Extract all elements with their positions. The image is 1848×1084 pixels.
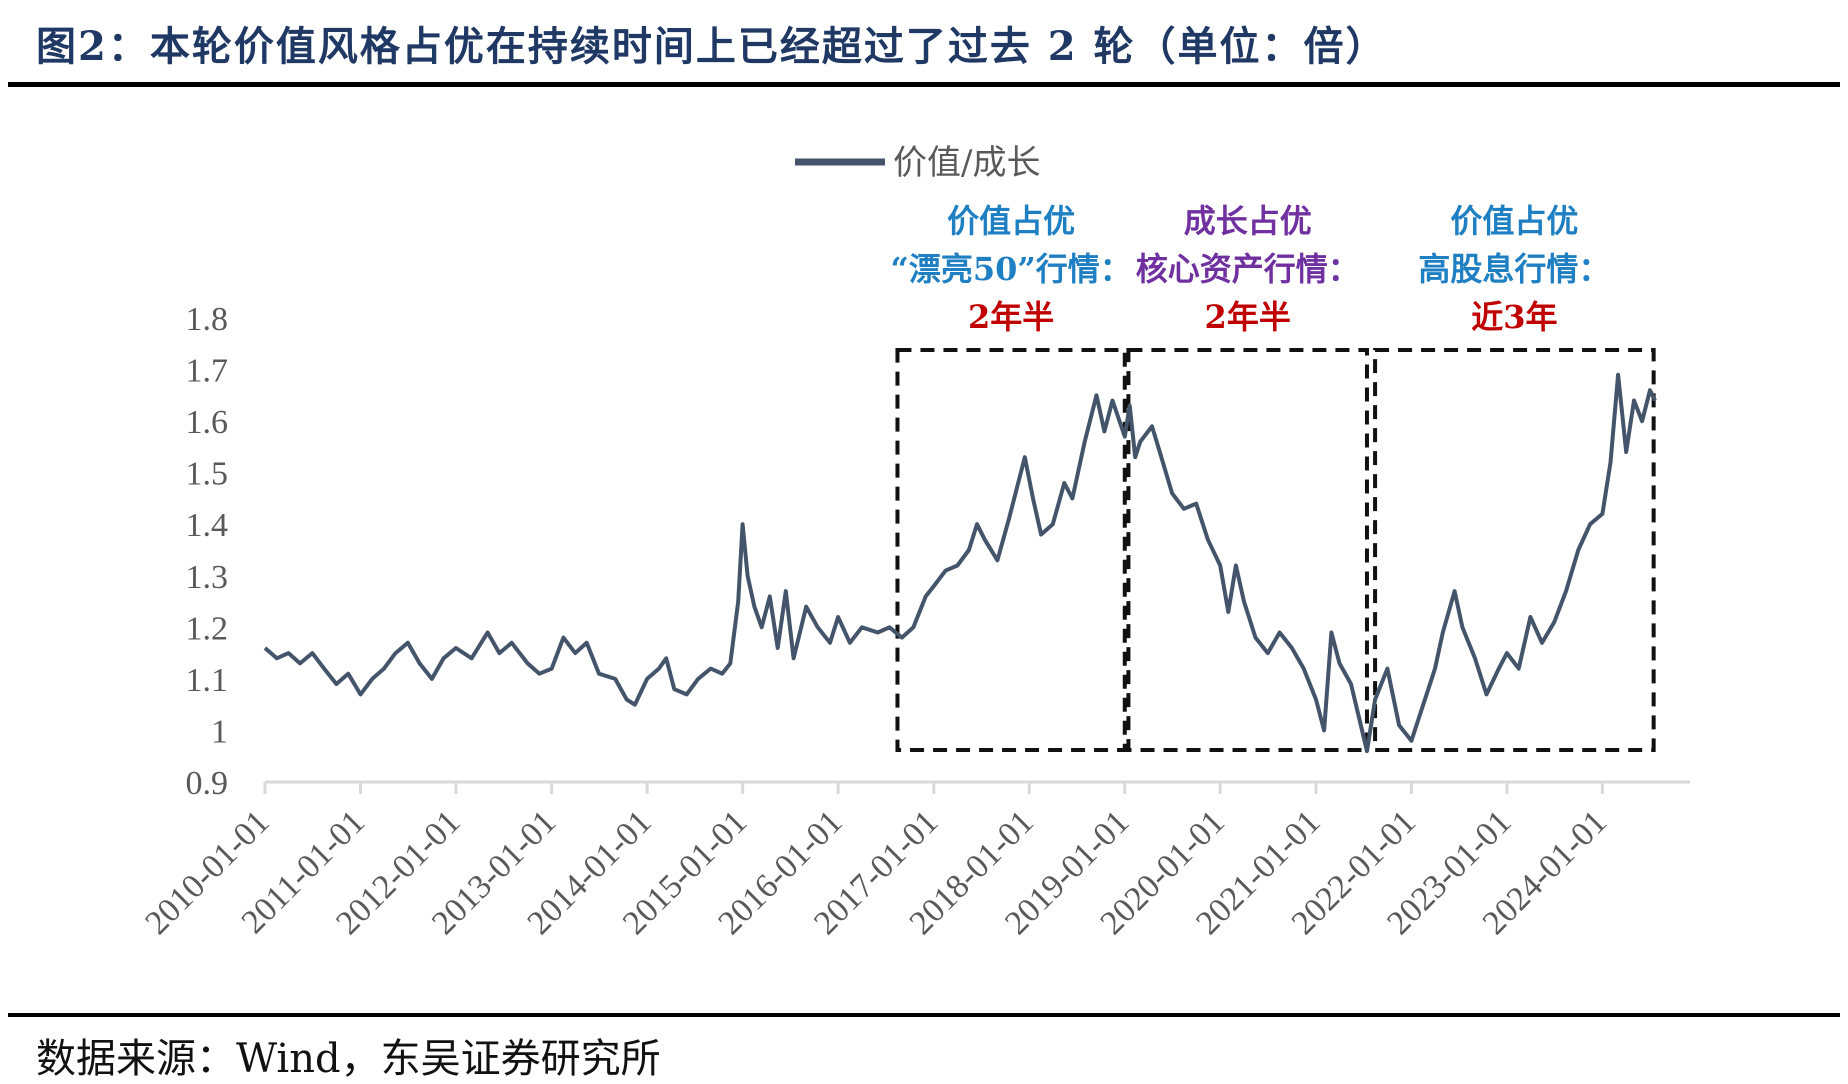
legend-label: 价值/成长 xyxy=(893,143,1040,183)
annotation-subtitle: “漂亮50”行情： xyxy=(890,250,1131,288)
y-tick-label: 1.7 xyxy=(186,353,229,390)
annotation-subtitle: 核心资产行情： xyxy=(1136,250,1360,288)
annotation-title: 价值占优 xyxy=(947,202,1075,240)
figure-title: 图2：本轮价值风格占优在持续时间上已经超过了过去 2 轮（单位：倍） xyxy=(36,23,1388,70)
line-chart: 价值/成长 1.8 1.7 1.6 1.5 1.4 1.3 1.2 1.1 1 0.9 2010-… xyxy=(138,143,1690,942)
annotation-duration: 2年半 xyxy=(1205,298,1291,336)
y-tick-label: 1.4 xyxy=(186,507,229,544)
annotation-box xyxy=(1126,348,1369,752)
annotation-box xyxy=(895,348,1127,752)
annotation-duration: 2年半 xyxy=(968,298,1054,336)
annotation-boxes xyxy=(895,348,1656,752)
y-tick-label: 1.5 xyxy=(186,456,229,493)
annotation-box xyxy=(1373,348,1656,752)
x-axis: 2010-01-012011-01-012012-01-012013-01-01… xyxy=(138,780,1690,942)
y-tick-label: 1 xyxy=(211,713,228,750)
data-source: 数据来源：Wind，东吴证券研究所 xyxy=(36,1036,661,1082)
annotation-title: 价值占优 xyxy=(1450,202,1578,240)
y-tick-label: 1.6 xyxy=(186,404,229,441)
annotation-title: 成长占优 xyxy=(1184,202,1312,240)
bottom-rule xyxy=(8,1013,1840,1017)
legend: 价值/成长 xyxy=(795,143,1040,183)
top-rule xyxy=(8,82,1840,87)
y-tick-label: 0.9 xyxy=(186,765,229,802)
y-tick-label: 1.8 xyxy=(186,301,229,338)
y-tick-label: 1.2 xyxy=(186,610,229,647)
series-line xyxy=(263,372,1657,754)
y-tick-label: 1.1 xyxy=(186,662,229,699)
y-tick-label: 1.3 xyxy=(186,559,229,596)
annotation-subtitle: 高股息行情： xyxy=(1418,250,1610,288)
annotation-duration: 近3年 xyxy=(1471,298,1557,336)
y-axis: 1.8 1.7 1.6 1.5 1.4 1.3 1.2 1.1 1 0.9 xyxy=(186,301,229,802)
